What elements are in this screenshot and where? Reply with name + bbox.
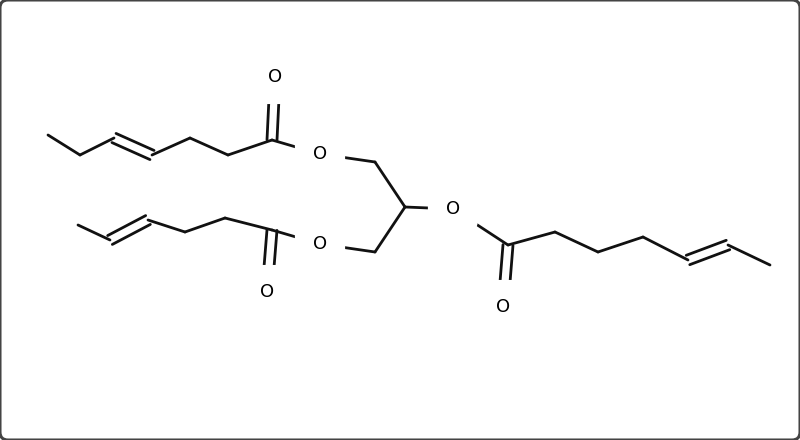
Text: O: O <box>268 68 282 86</box>
Text: O: O <box>446 200 460 218</box>
Text: O: O <box>496 298 510 316</box>
Text: O: O <box>260 283 274 301</box>
Text: O: O <box>313 145 327 163</box>
Text: O: O <box>313 235 327 253</box>
